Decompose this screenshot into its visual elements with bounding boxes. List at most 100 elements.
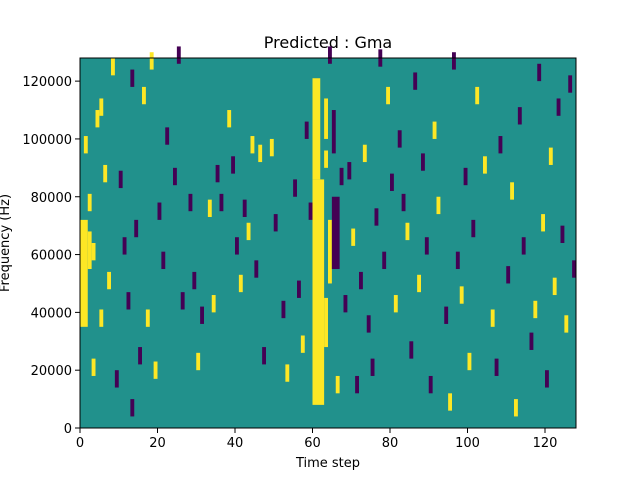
x-axis: 0 20 40 60 80 100 120 [76, 428, 558, 451]
heatmap-cell-39 [238, 274, 243, 293]
heatmap-cell-72 [409, 341, 414, 359]
heatmap-cell-79 [436, 196, 441, 215]
heatmap-cell-107 [564, 315, 569, 333]
heatmap-cell-37 [231, 156, 235, 174]
heatmap-cell-67 [390, 173, 394, 191]
heatmap-cell-45 [262, 347, 266, 365]
heatmap-cell-7 [107, 271, 111, 290]
heatmap-cell-31 [200, 306, 204, 324]
heatmap-cell-19 [145, 309, 150, 327]
heatmap-cell-111 [328, 46, 332, 64]
y-tick-label: 20000 [31, 364, 72, 379]
y-tick-label: 120000 [22, 75, 72, 90]
heatmap-cell-98 [529, 332, 534, 350]
heatmap-cell-68 [393, 295, 398, 313]
plot-frame [79, 57, 577, 429]
heatmap-cell-86 [467, 352, 472, 371]
heatmap-cell-102 [545, 370, 549, 388]
heatmap-cell-27 [180, 292, 185, 310]
heatmap-cell-89 [483, 156, 487, 174]
x-tick-label: 100 [455, 436, 480, 451]
heatmap-cell-47 [273, 214, 278, 232]
heatmap-cell-93 [506, 266, 511, 284]
heatmap-cell-103 [548, 147, 553, 165]
y-tick-label: 40000 [31, 306, 72, 321]
heatmap-cell-110 [324, 150, 328, 168]
heatmap-cell-1 [91, 243, 96, 261]
heatmap-cell-38 [235, 237, 239, 255]
heatmap-cell-106 [560, 225, 565, 243]
heatmap-cell-80 [444, 306, 449, 324]
heatmap-cell-11 [118, 170, 123, 189]
heatmap-band-1 [312, 78, 321, 180]
heatmap-cell-34 [215, 164, 220, 183]
heatmap-cell-12 [122, 237, 127, 255]
heatmap-cell-22 [157, 202, 162, 220]
heatmap-cell-62 [370, 358, 375, 376]
heatmap-band-5 [331, 196, 340, 270]
heatmap-cell-97 [521, 237, 526, 255]
heatmap-cell-71 [405, 222, 410, 241]
heatmap-cell-83 [455, 251, 460, 270]
heatmap-cell-109 [572, 260, 576, 278]
heatmap-band-3 [324, 297, 328, 348]
y-tick-label: 80000 [31, 191, 72, 206]
heatmap-cell-75 [421, 153, 425, 171]
plot-area [79, 46, 577, 429]
chart-title: Predicted : Gma [264, 33, 392, 52]
heatmap-cell-43 [254, 260, 259, 278]
heatmap-cell-17 [138, 347, 142, 365]
heatmap-cell-48 [281, 300, 286, 319]
x-tick-label: 60 [304, 436, 321, 451]
heatmap-cell-9 [99, 309, 104, 327]
heatmap-cell-55 [343, 295, 348, 313]
heatmap-cell-74 [417, 274, 421, 293]
heatmap-cell-4 [103, 164, 108, 183]
x-tick-label: 120 [533, 436, 558, 451]
heatmap-cell-28 [188, 193, 193, 212]
heatmap-cell-52 [300, 335, 305, 353]
heatmap-cell-54 [308, 202, 313, 220]
heatmap-cell-35 [219, 193, 224, 212]
heatmap-cell-81 [448, 393, 452, 411]
heatmap-cell-88 [475, 86, 480, 105]
y-tick-label: 0 [64, 422, 72, 437]
heatmap-cell-26 [176, 46, 181, 64]
heatmap-cell-49 [285, 364, 290, 382]
y-tick-label: 100000 [22, 133, 72, 148]
heatmap-cell-63 [374, 208, 379, 226]
heatmap-cell-6 [111, 58, 115, 76]
heatmap-cell-82 [452, 52, 456, 70]
heatmap-band-8 [87, 231, 92, 270]
heatmap-cell-42 [250, 136, 255, 154]
heatmap-cell-15 [130, 399, 135, 417]
heatmap-cell-60 [362, 144, 367, 163]
heatmap-cell-50 [293, 179, 297, 197]
heatmap-cell-53 [304, 121, 309, 139]
heatmap-cell-90 [490, 309, 495, 327]
heatmap-cell-87 [471, 219, 476, 238]
heatmap-cell-24 [165, 127, 170, 145]
x-tick-label: 80 [382, 436, 399, 451]
y-axis: 0 20000 40000 60000 80000 100000 120000 [22, 75, 80, 437]
heatmap-cell-40 [242, 199, 247, 217]
heatmap-band-7 [80, 219, 88, 327]
heatmap-cell-10 [114, 370, 119, 388]
heatmap-cell-23 [161, 251, 166, 270]
heatmap-cell-58 [355, 375, 359, 394]
heatmap-cell-18 [142, 86, 146, 105]
heatmap-band-4 [328, 219, 332, 284]
heatmap-cell-8 [91, 358, 96, 376]
heatmap-cell-61 [366, 315, 371, 333]
heatmap-cell-33 [211, 295, 216, 313]
heatmap-cell-3 [99, 98, 104, 116]
heatmap-cell-77 [428, 375, 433, 394]
heatmap-cell-84 [459, 286, 464, 304]
heatmap-cell-25 [173, 167, 177, 186]
heatmap-cell-20 [149, 52, 154, 70]
heatmap-cell-104 [552, 277, 557, 296]
heatmap-cell-91 [494, 358, 499, 376]
heatmap-cell-113 [339, 167, 344, 186]
heatmap-cell-94 [510, 182, 514, 200]
heatmap-band-0 [312, 179, 325, 405]
